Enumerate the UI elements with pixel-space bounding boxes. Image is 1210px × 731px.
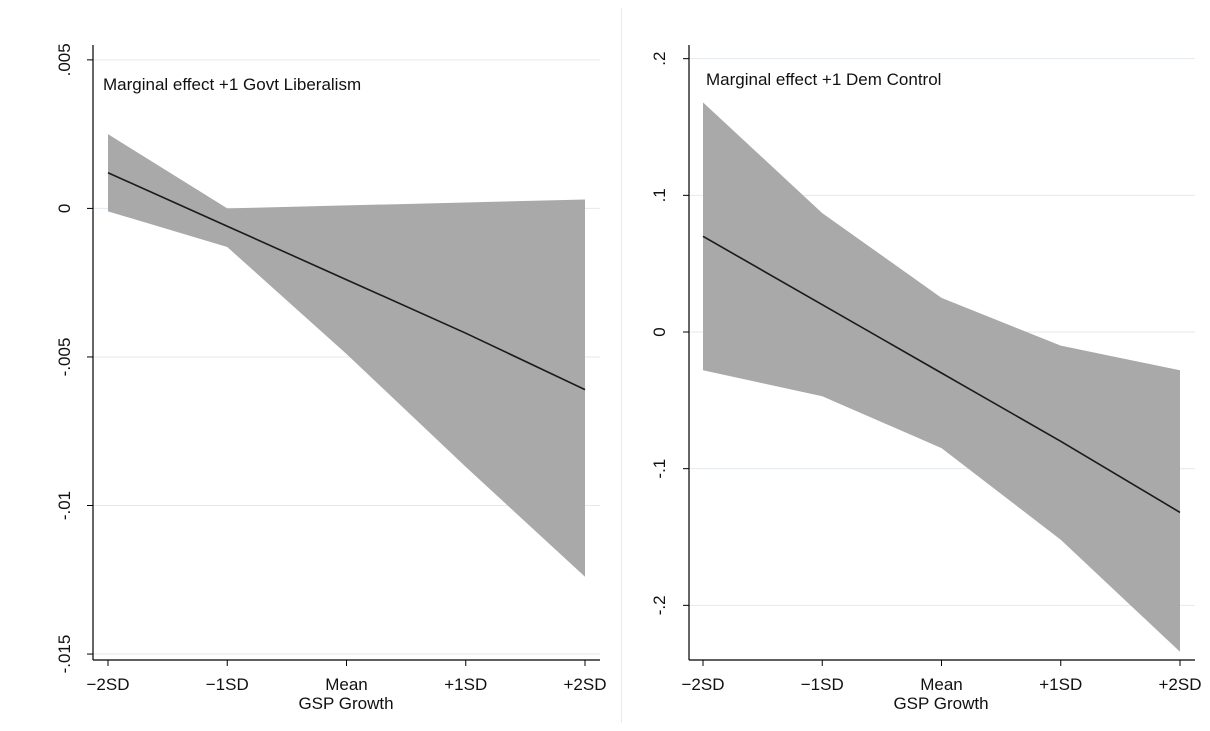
annotation-text: Marginal effect +1 Govt Liberalism <box>103 75 361 94</box>
y-tick-label: .2 <box>650 52 669 66</box>
y-tick-label: .005 <box>55 43 74 76</box>
confidence-band <box>703 102 1180 652</box>
annotation-text: Marginal effect +1 Dem Control <box>706 70 941 89</box>
y-tick-label: -.005 <box>55 338 74 377</box>
x-tick-label: Mean <box>325 675 368 694</box>
y-tick-label: 0 <box>55 204 74 213</box>
x-tick-label: −1SD <box>206 675 249 694</box>
y-tick-label: -.2 <box>650 595 669 615</box>
x-tick-label: −2SD <box>87 675 130 694</box>
confidence-band <box>108 134 585 577</box>
x-tick-label: −2SD <box>682 675 725 694</box>
x-tick-label: +1SD <box>444 675 487 694</box>
y-tick-label: -.01 <box>55 491 74 520</box>
y-tick-label: -.015 <box>55 635 74 674</box>
estimate-line <box>107 172 586 391</box>
chart-govt-liberalism: .005 0 -.005 -.01 -.015 −2SD −1SD Mean +1SD +2SD G… <box>55 43 607 713</box>
x-tick-label: −1SD <box>801 675 844 694</box>
chart-panel-govt-liberalism: .005 0 -.005 -.01 -.015 −2SD −1SD Mean +1SD +2SD G… <box>55 43 607 713</box>
x-tick-label: +1SD <box>1039 675 1082 694</box>
y-tick-label: -.1 <box>650 459 669 479</box>
x-tick-label: +2SD <box>1159 675 1202 694</box>
chart-panel-dem-control: .2 .1 0 -.1 -.2 −2SD −1SD Mean +1SD +2SD GSP Growt… <box>622 0 1210 731</box>
x-axis-title: GSP Growth <box>298 694 393 713</box>
x-tick-label: +2SD <box>564 675 607 694</box>
chart-dem-control: .2 .1 0 -.1 -.2 −2SD −1SD Mean +1SD +2SD GSP Growt… <box>650 45 1202 713</box>
y-tick-label: .1 <box>650 188 669 202</box>
x-tick-label: Mean <box>920 675 963 694</box>
panel-divider <box>621 8 622 723</box>
estimate-line <box>702 235 1181 514</box>
x-axis-title: GSP Growth <box>893 694 988 713</box>
y-tick-label: 0 <box>650 327 669 336</box>
